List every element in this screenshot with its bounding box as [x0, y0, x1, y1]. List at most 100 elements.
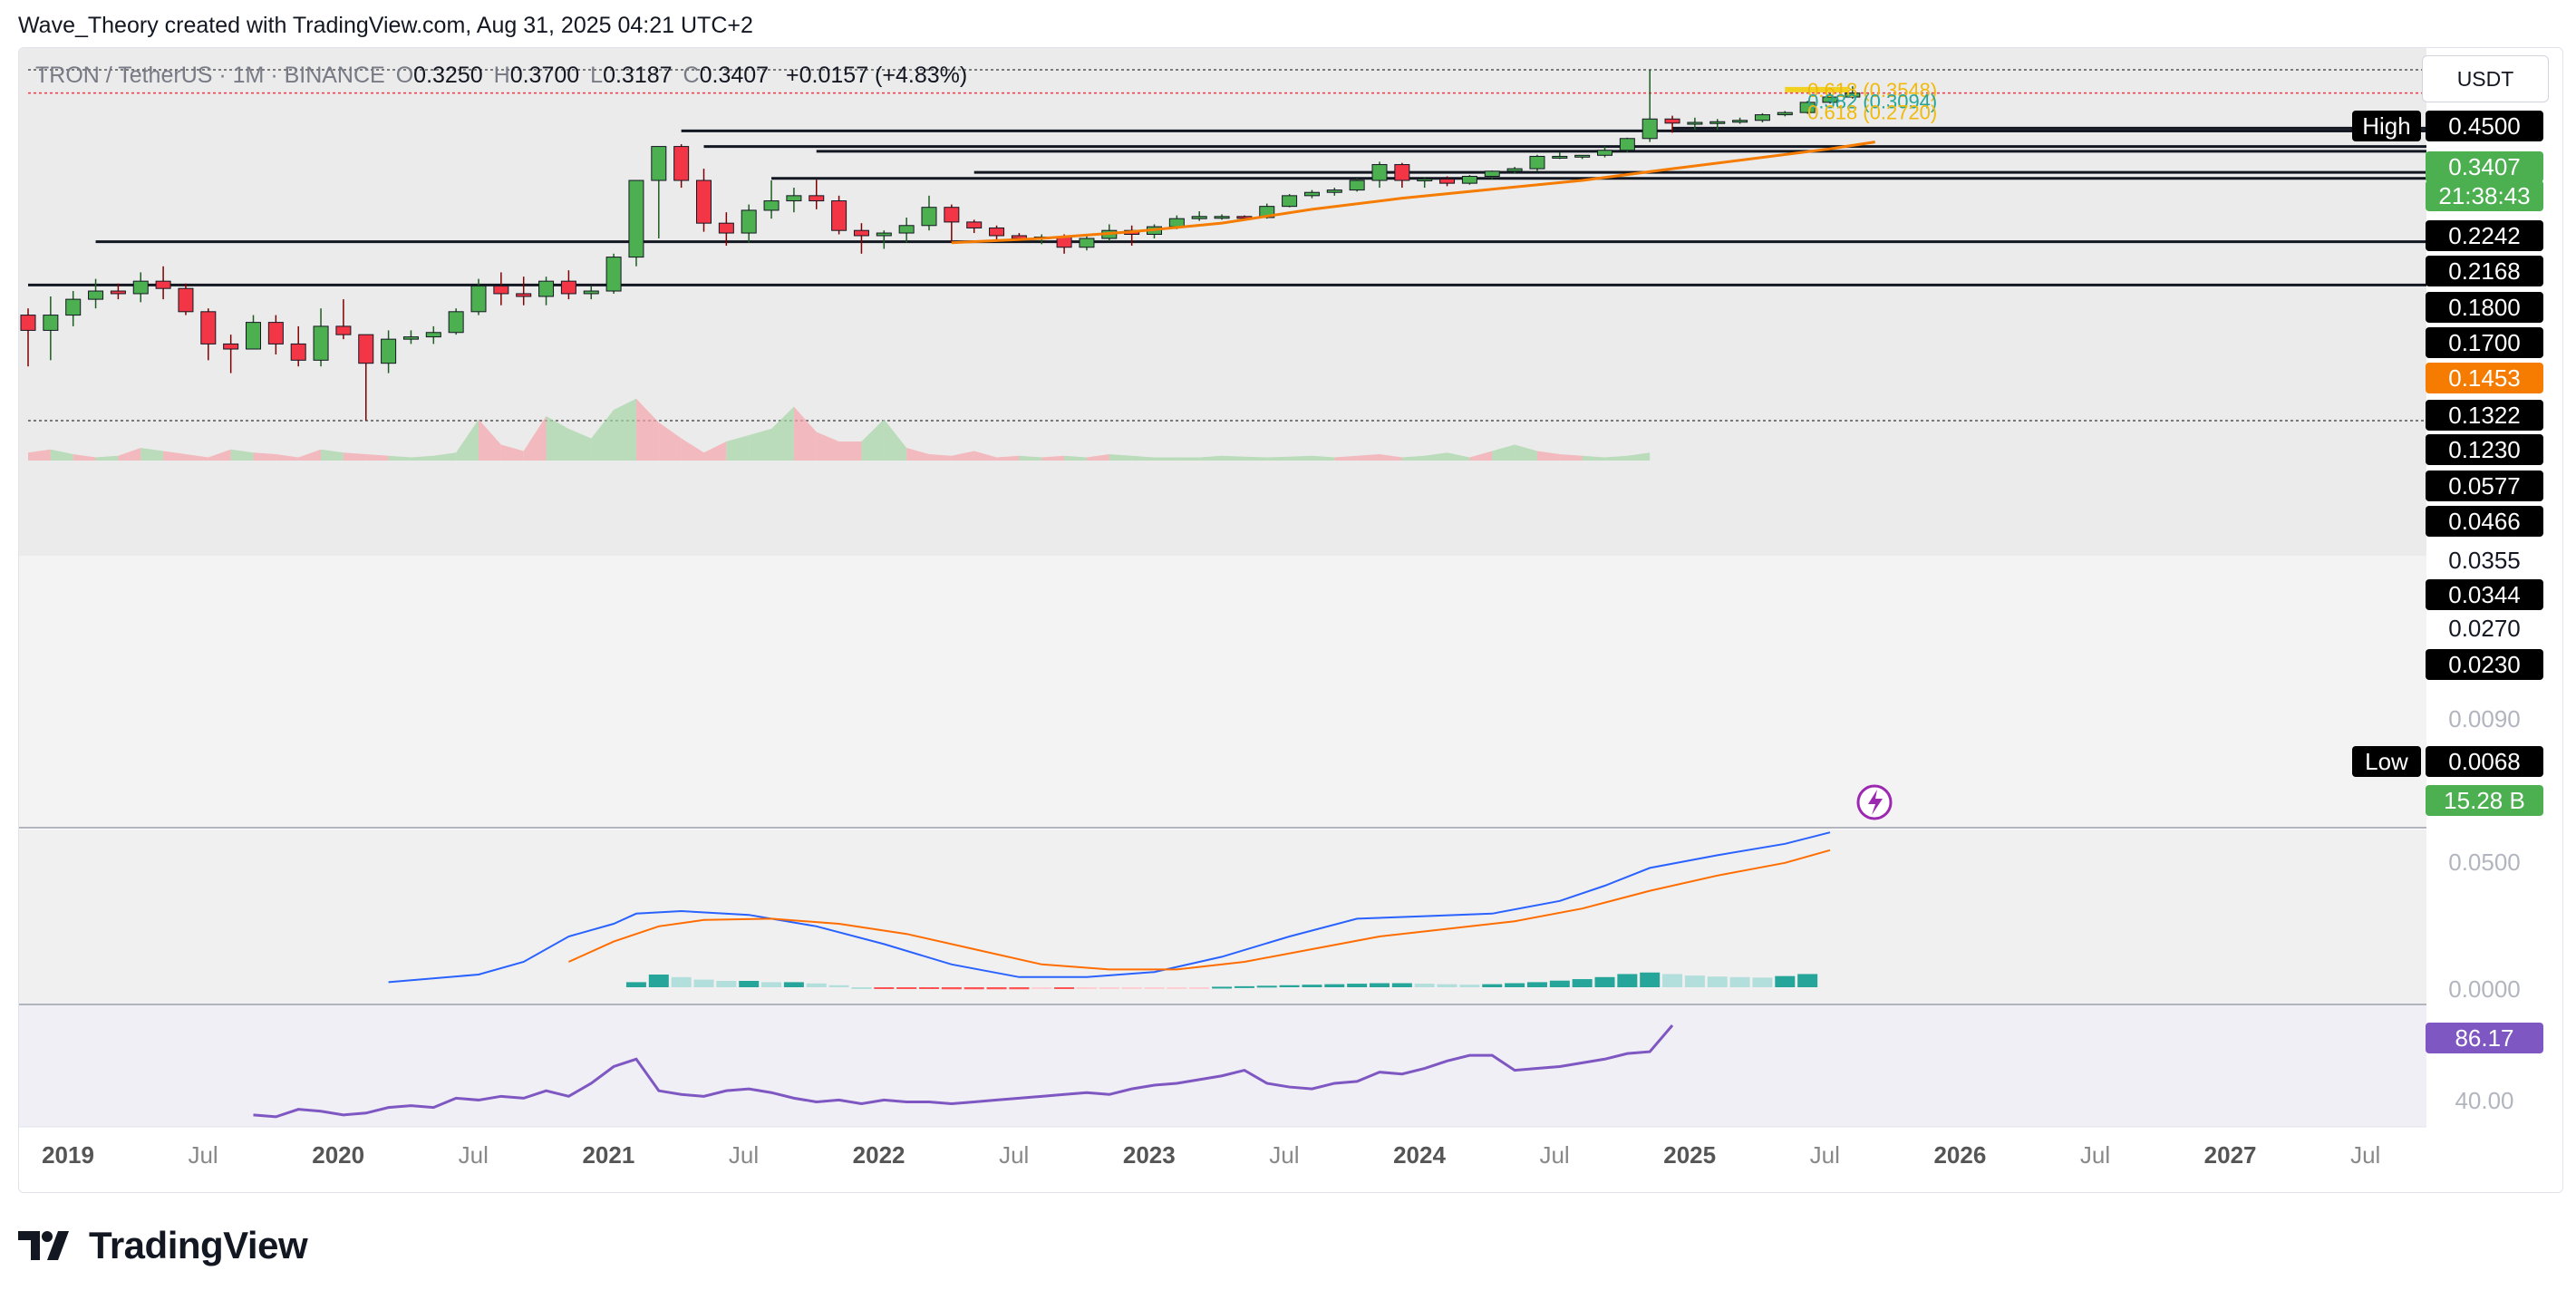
candle-body [1417, 178, 1433, 181]
macd-histogram-bar [1482, 984, 1503, 987]
volume-area-segment [343, 452, 366, 461]
time-axis-label: Jul [188, 1141, 218, 1169]
volume-area-segment [1019, 455, 1042, 461]
macd-histogram-bar [941, 987, 962, 990]
candle-body [1461, 176, 1477, 184]
candle-body [43, 315, 59, 331]
candle-body [1619, 138, 1635, 151]
extreme-tag-bg [2352, 111, 2421, 141]
volume-area-segment [1064, 455, 1087, 461]
time-axis: 2019 Jul 2020 Jul 2021 Jul 2022 Jul 2023 Jul 2024 J… [42, 1141, 2380, 1169]
candle-body [1664, 118, 1680, 124]
price-label-bg [2426, 400, 2543, 431]
volume-area-segment [185, 454, 208, 461]
volume-area-segment [703, 441, 727, 461]
candle-body [989, 227, 1005, 237]
price-label: 0.0230 [2448, 651, 2521, 678]
candle-body [1506, 168, 1523, 172]
candle-body [1552, 155, 1568, 159]
high-value: 0.3700 [509, 63, 580, 88]
chart-canvas[interactable]: 0.618 (0.3548)0.382 (0.3094)0.618 (0.272… [19, 48, 2562, 1192]
volume-area-segment [1627, 452, 1651, 461]
candle-body [1371, 164, 1388, 181]
candle-body [560, 280, 576, 295]
candle-body [1822, 96, 1838, 103]
volume-area-segment [1469, 451, 1493, 461]
price-label-bg [2426, 649, 2543, 680]
candle-body [1777, 112, 1793, 116]
macd-histogram-bar [1189, 987, 1210, 989]
macd-histogram-bar [874, 987, 895, 989]
candle-body [1641, 118, 1658, 140]
header-credit: Wave_Theory created with TradingView.com… [18, 13, 753, 38]
price-label: 0.4500 [2448, 112, 2521, 140]
rsi-series [253, 1024, 1674, 1119]
candle-body [1394, 164, 1410, 181]
candle-body [1056, 236, 1072, 248]
price-label: 0.2168 [2448, 257, 2521, 285]
candle-body [110, 290, 126, 295]
macd-histogram-bar [1212, 986, 1233, 989]
volume-area-segment [1492, 444, 1516, 461]
volume-area-segment [500, 444, 524, 461]
macd-pane-bg [19, 829, 2426, 1004]
macd-series [388, 831, 1831, 990]
candle-body [267, 322, 284, 344]
time-axis-label: 2019 [42, 1141, 94, 1169]
candle-body [605, 257, 622, 292]
volume-area-segment [1334, 455, 1358, 461]
price-label-bg [2426, 111, 2543, 141]
macd-histogram-bar [1775, 975, 1796, 987]
volume-area-segment [140, 448, 164, 461]
fib-label: 0.618 (0.3548) [1807, 79, 1937, 102]
volume-area-segment [1222, 455, 1244, 461]
macd-histogram-bar [1099, 987, 1119, 989]
macd-histogram-bar [1549, 980, 1570, 987]
volume-area-segment [635, 398, 659, 461]
chart-frame[interactable]: 0.618 (0.3548) 0.382 (0.3094) 0.618 (0.272… [18, 47, 2563, 1193]
macd-histogram-bar [1031, 987, 1052, 989]
volume-area-segment [1312, 455, 1335, 461]
price-tick: 0.0270 [2448, 615, 2521, 642]
volume-area-segment [523, 416, 547, 461]
volume-label: 15.28 B [2444, 787, 2525, 814]
volume-area-segment [253, 452, 276, 461]
symbol-legend: TRON / TetherUS · 1M · BINANCE O0.3250 H0.… [35, 63, 967, 89]
volume-area-segment [658, 422, 682, 461]
macd-histogram-bar [1459, 985, 1480, 987]
volume-area-segment [681, 438, 704, 461]
candle-body [1439, 178, 1456, 184]
time-axis-label: Jul [1269, 1141, 1299, 1169]
volume-area-segment [1086, 454, 1109, 461]
volume-area-segment [208, 449, 231, 461]
candle-body [1214, 216, 1230, 219]
volume-area-segment [614, 398, 636, 461]
macd-histogram-bar [671, 976, 692, 987]
candle-body [538, 280, 555, 297]
macd-histogram-bar [716, 981, 737, 987]
macd-histogram-bar [648, 975, 669, 987]
volume-area-segment [479, 419, 501, 461]
candle-body [763, 200, 780, 211]
currency-button[interactable]: USDT [2422, 55, 2549, 102]
macd-histogram-bar [1526, 982, 1547, 987]
macd-histogram-bar [1076, 987, 1097, 989]
time-axis-label: Jul [999, 1141, 1029, 1169]
price-label-bg [2426, 256, 2543, 286]
price-label: 0.0466 [2448, 508, 2521, 535]
candle-body [1845, 92, 1861, 98]
macd-histogram-bar [1256, 985, 1277, 988]
candle-body [1732, 120, 1748, 123]
time-axis-label: 2023 [1123, 1141, 1176, 1169]
macd-histogram-bar [1752, 977, 1773, 987]
extreme-tag-bg [2352, 746, 2421, 777]
time-axis-label: 2021 [582, 1141, 634, 1169]
price-label: 0.2242 [2448, 222, 2521, 249]
volume-area-segment [726, 435, 750, 461]
macd-histogram-bar [1572, 979, 1593, 987]
macd-histogram-bar [761, 982, 782, 987]
signal-line [567, 849, 1831, 971]
candle-body [831, 200, 847, 231]
candle-body [402, 336, 419, 340]
